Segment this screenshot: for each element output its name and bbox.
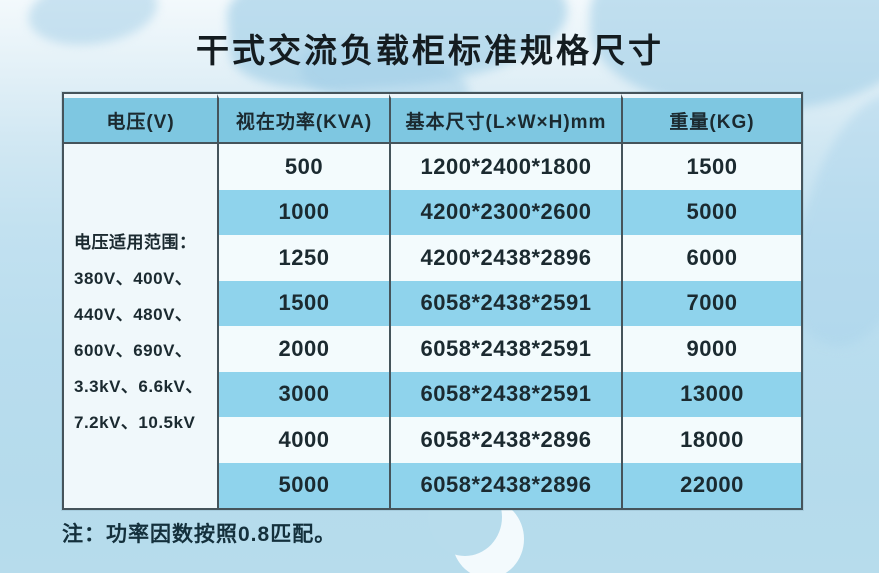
- cell-power: 4000: [217, 417, 389, 463]
- cell-power: 5000: [217, 462, 389, 508]
- voltage-range-line: 电压适用范围：: [74, 233, 197, 252]
- cell-power: 2000: [217, 326, 389, 372]
- cell-size: 4200*2300*2600: [389, 189, 621, 235]
- cell-weight: 18000: [621, 417, 801, 463]
- cell-weight: 5000: [621, 189, 801, 235]
- footnote: 注：功率因数按照0.8匹配。: [62, 523, 337, 546]
- spec-table: 电压(V) 视在功率(KVA) 基本尺寸(L×W×H)mm 重量(KG) 电压适…: [62, 92, 803, 510]
- cell-power: 500: [217, 144, 389, 190]
- cell-weight: 22000: [621, 462, 801, 508]
- header-weight: 重量(KG): [621, 94, 801, 144]
- header-voltage: 电压(V): [64, 94, 217, 144]
- cell-power: 1500: [217, 280, 389, 326]
- voltage-range-line: 380V、400V、: [74, 269, 193, 288]
- header-apparent-power: 视在功率(KVA): [217, 94, 389, 144]
- cell-size: 6058*2438*2591: [389, 371, 621, 417]
- voltage-range-line: 7.2kV、10.5kV: [74, 413, 196, 432]
- cell-size: 1200*2400*1800: [389, 144, 621, 190]
- cell-weight: 7000: [621, 280, 801, 326]
- cell-size: 4200*2438*2896: [389, 235, 621, 281]
- cell-size: 6058*2438*2896: [389, 462, 621, 508]
- cell-power: 1000: [217, 189, 389, 235]
- page-title: 干式交流负载柜标准规格尺寸: [196, 32, 664, 69]
- cell-size: 6058*2438*2591: [389, 280, 621, 326]
- header-basic-size: 基本尺寸(L×W×H)mm: [389, 94, 621, 144]
- voltage-range-cell: 电压适用范围： 380V、400V、 440V、480V、 600V、690V、…: [64, 144, 217, 508]
- cell-size: 6058*2438*2591: [389, 326, 621, 372]
- voltage-range-line: 3.3kV、6.6kV、: [74, 377, 203, 396]
- voltage-range-line: 440V、480V、: [74, 305, 193, 324]
- cell-weight: 13000: [621, 371, 801, 417]
- cell-weight: 9000: [621, 326, 801, 372]
- cell-weight: 1500: [621, 144, 801, 190]
- world-map-watermark-crescent: [428, 478, 524, 573]
- cell-weight: 6000: [621, 235, 801, 281]
- voltage-range-line: 600V、690V、: [74, 341, 193, 360]
- cell-power: 3000: [217, 371, 389, 417]
- cell-size: 6058*2438*2896: [389, 417, 621, 463]
- cell-power: 1250: [217, 235, 389, 281]
